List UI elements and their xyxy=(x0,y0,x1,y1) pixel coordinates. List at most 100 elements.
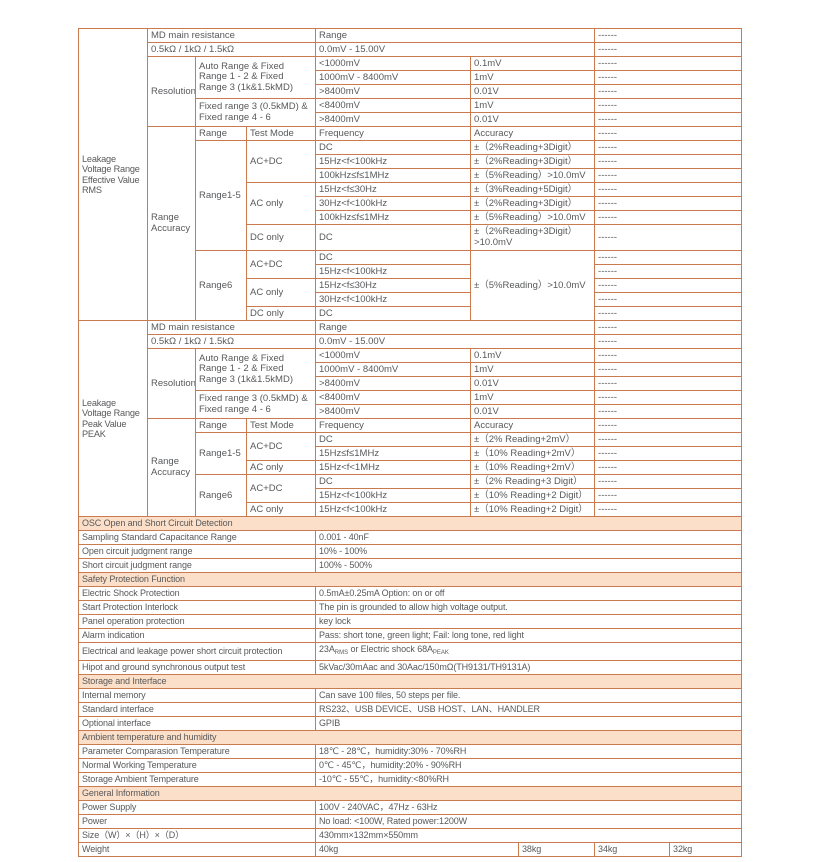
hdr-accuracy: Accuracy xyxy=(470,126,596,141)
spec-row: Short circuit judgment range 100% - 500% xyxy=(77,558,743,573)
spec-value: 18℃ - 28℃，humidity:30% - 70%RH xyxy=(315,744,743,759)
spec-row: Sampling Standard Capacitance Range 0.00… xyxy=(77,530,743,545)
section-header: Safety Protection Function xyxy=(77,572,743,587)
dash-cell: ------ xyxy=(594,446,743,461)
hdr-frequency: Frequency xyxy=(315,418,472,433)
resolution-value: 0.1mV xyxy=(470,348,596,363)
md-resistance-value: Range xyxy=(315,28,596,43)
weight-value: 38kg xyxy=(518,842,596,857)
hdr-range: Range xyxy=(195,126,247,141)
md-resistance-label: MD main resistance xyxy=(146,320,317,335)
mode-ac-only: AC only xyxy=(245,278,317,307)
dash-cell: ------ xyxy=(594,488,743,503)
spec-label: Alarm indication xyxy=(77,628,317,643)
spec-value: 0.5mA±0.25mA Option: on or off xyxy=(315,586,743,601)
range-accuracy-label: Range Accuracy xyxy=(147,126,196,321)
range-cell: >8400mV xyxy=(315,112,472,127)
weight-value: 32kg xyxy=(669,842,743,857)
range-cell: 1000mV - 8400mV xyxy=(315,70,472,85)
spec-value: Can save 100 files, 50 steps per file. xyxy=(315,688,743,703)
range15-label: Range1-5 xyxy=(195,432,247,475)
res-group1-label: Auto Range & Fixed Range 1 - 2 & Fixed R… xyxy=(194,56,317,99)
dash-cell: ------ xyxy=(594,140,743,155)
range-cell: >8400mV xyxy=(315,84,472,99)
weight-value: 40kg xyxy=(315,842,520,857)
md-ohm-label: 0.5kΩ / 1kΩ / 1.5kΩ xyxy=(146,42,317,57)
dash-cell: ------ xyxy=(594,348,743,363)
spec-table-container: Leakage Voltage Range Effective Value RM… xyxy=(77,28,743,857)
spec-row: Power Supply 100V - 240VAC，47Hz - 63Hz xyxy=(77,800,743,815)
spec-row: Internal memory Can save 100 files, 50 s… xyxy=(77,688,743,703)
md-ohm-label: 0.5kΩ / 1kΩ / 1.5kΩ xyxy=(146,334,317,349)
spec-value: No load: <100W, Rated power:1200W xyxy=(315,814,743,829)
spec-row: Leakage Voltage Range Peak Value PEAK MD… xyxy=(78,320,743,517)
spec-label: Size（W）×（H）×（D） xyxy=(77,828,317,843)
spec-label: Hipot and ground synchronous output test xyxy=(77,660,317,675)
spec-row: Range6 AC+DC DC ±（5%Reading）>10.0mV ----… xyxy=(79,250,743,321)
resolution-value: 1mV xyxy=(470,390,596,405)
range-cell: <1000mV xyxy=(315,348,472,363)
spec-row: Power No load: <100W, Rated power:1200W xyxy=(77,814,743,829)
dash-cell: ------ xyxy=(594,418,743,433)
resolution-label: Resolution xyxy=(147,56,196,127)
spec-label: Electrical and leakage power short circu… xyxy=(77,642,317,661)
spec-row: AC only 15Hz<f≤30Hz ------ xyxy=(79,278,743,307)
section-header: OSC Open and Short Circuit Detection xyxy=(77,516,743,531)
spec-label: Storage Ambient Temperature xyxy=(77,772,317,787)
res-group2-label: Fixed range 3 (0.5kMD) & Fixed range 4 -… xyxy=(194,98,317,127)
section-header: General Information xyxy=(77,786,743,801)
mode-dc-only: DC only xyxy=(245,224,317,251)
peak-subscript: PEAK xyxy=(432,650,449,656)
mode-acdc: AC+DC xyxy=(245,250,317,279)
dash-cell: ------ xyxy=(594,28,743,43)
frequency-cell: DC xyxy=(315,140,472,155)
spec-row: >8400mV 0.01V ------ xyxy=(79,112,743,127)
spec-label: Internal memory xyxy=(77,688,317,703)
frequency-cell: DC xyxy=(315,250,472,265)
spec-value: key lock xyxy=(315,614,743,629)
dash-cell: ------ xyxy=(594,334,743,349)
spec-row: Range6 AC+DC DC ±（2% Reading+3 Digit） --… xyxy=(79,474,743,517)
dash-cell: ------ xyxy=(594,70,743,85)
dash-cell: ------ xyxy=(594,98,743,113)
dash-cell: ------ xyxy=(594,56,743,71)
spec-row: Normal Working Temperature 0℃ - 45℃，humi… xyxy=(77,758,743,773)
spec-value: 23ARMS or Electric shock 68APEAK xyxy=(315,642,743,661)
weight-label: Weight xyxy=(77,842,317,857)
frequency-cell: 15Hz<f<100kHz xyxy=(315,264,472,279)
accuracy-cell: ±（2% Reading+2mV） xyxy=(470,432,596,447)
accuracy-cell: ±（2% Reading+3 Digit） xyxy=(470,474,596,489)
spec-label: Power xyxy=(77,814,317,829)
dash-cell: ------ xyxy=(594,362,743,377)
res-group2-label: Fixed range 3 (0.5kMD) & Fixed range 4 -… xyxy=(194,390,317,419)
hdr-frequency: Frequency xyxy=(315,126,472,141)
section-header-row: Storage and Interface xyxy=(77,674,743,689)
accuracy-cell: ±（5%Reading）>10.0mV xyxy=(470,250,596,321)
accuracy-cell: ±（5%Reading）>10.0mV xyxy=(470,210,596,225)
spec-label: Sampling Standard Capacitance Range xyxy=(77,530,317,545)
frequency-cell: DC xyxy=(315,306,472,321)
spec-value: 430mm×132mm×550mm xyxy=(315,828,743,843)
spec-value: GPIB xyxy=(315,716,743,731)
mode-ac-only: AC only xyxy=(245,502,317,517)
shock-value-part1: 23A xyxy=(319,644,335,654)
md-resistance-value: Range xyxy=(315,320,596,335)
accuracy-cell: ±（2%Reading+3Digit） xyxy=(470,140,596,155)
spec-row: Electric Shock Protection 0.5mA±0.25mA O… xyxy=(77,586,743,601)
spec-row: Resolution Auto Range & Fixed Range 1 - … xyxy=(79,348,743,419)
resolution-value: 0.1mV xyxy=(470,56,596,71)
spec-row: Range1-5 AC+DC DC ±（2%Reading+3Digit） --… xyxy=(79,140,743,251)
resolution-value: 0.01V xyxy=(470,404,596,419)
spec-row: Start Protection Interlock The pin is gr… xyxy=(77,600,743,615)
spec-row: Parameter Comparasion Temperature 18℃ - … xyxy=(77,744,743,759)
spec-row: Storage Ambient Temperature -10℃ - 55℃，h… xyxy=(77,772,743,787)
resolution-value: 1mV xyxy=(470,98,596,113)
spec-label: Power Supply xyxy=(77,800,317,815)
spec-row: 0.5kΩ / 1kΩ / 1.5kΩ 0.0mV - 15.00V -----… xyxy=(79,334,743,349)
dash-cell: ------ xyxy=(594,306,743,321)
mode-ac-only: AC only xyxy=(245,182,317,225)
spec-row: AC only 15Hz<f≤30Hz ±（3%Reading+5Digit） … xyxy=(79,182,743,225)
range-accuracy-label: Range Accuracy xyxy=(147,418,196,517)
accuracy-cell: ±（10% Reading+2 Digit） xyxy=(470,502,596,517)
frequency-cell: 30Hz<f<100kHz xyxy=(315,196,472,211)
